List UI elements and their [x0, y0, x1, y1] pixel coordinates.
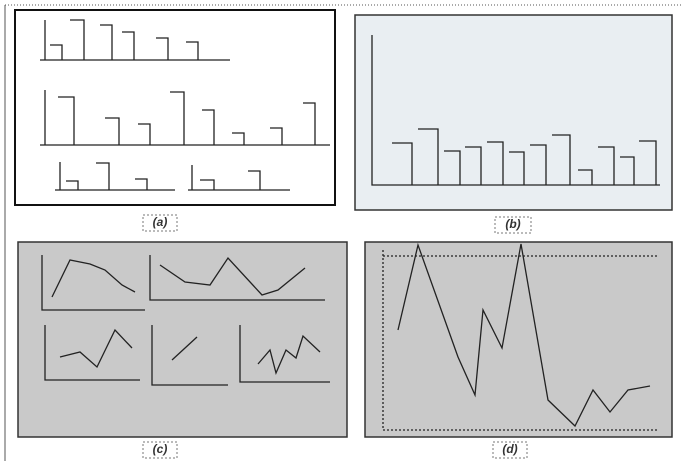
- panel-b: (b): [354, 14, 673, 234]
- caption: (d): [502, 442, 517, 456]
- panel-a: (a): [14, 9, 336, 232]
- panel-c: (c): [17, 241, 348, 459]
- caption: (a): [153, 215, 168, 229]
- caption: (b): [505, 217, 520, 231]
- panel-d: (d): [364, 241, 673, 459]
- caption: (c): [153, 442, 168, 456]
